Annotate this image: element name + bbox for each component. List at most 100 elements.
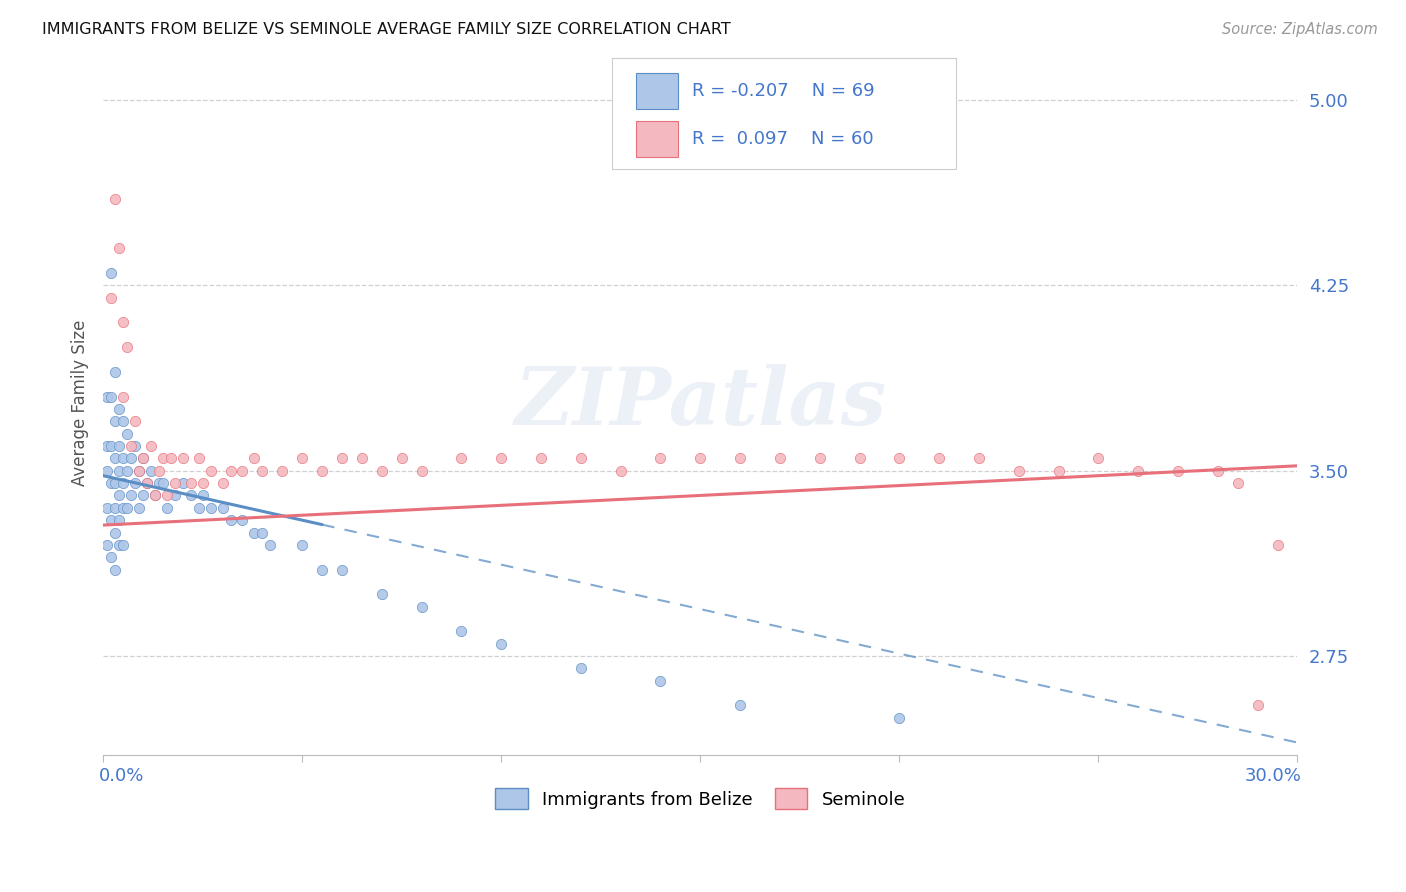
Point — [112, 451, 135, 466]
Text: ZIPatlas: ZIPatlas — [515, 364, 886, 442]
Point — [156, 488, 179, 502]
Point — [120, 439, 142, 453]
Point — [124, 414, 146, 428]
Point — [291, 538, 314, 552]
Point — [115, 464, 138, 478]
Point — [187, 500, 209, 515]
Point — [104, 414, 127, 428]
Point — [967, 451, 990, 466]
Point — [1128, 464, 1150, 478]
Point — [259, 538, 281, 552]
Point — [132, 488, 155, 502]
Point — [219, 513, 242, 527]
Point — [211, 500, 233, 515]
Point — [112, 390, 135, 404]
Point — [311, 563, 333, 577]
Point — [489, 451, 512, 466]
Point — [148, 476, 170, 491]
Point — [115, 426, 138, 441]
Point — [108, 538, 131, 552]
Point — [128, 464, 150, 478]
Point — [609, 464, 631, 478]
Point — [159, 451, 181, 466]
Point — [1246, 698, 1268, 713]
Point — [120, 488, 142, 502]
Legend: Immigrants from Belize, Seminole: Immigrants from Belize, Seminole — [488, 781, 912, 816]
Point — [650, 451, 672, 466]
Point — [371, 464, 394, 478]
Point — [112, 538, 135, 552]
Point — [112, 476, 135, 491]
Point — [100, 513, 122, 527]
Point — [200, 464, 222, 478]
Point — [104, 451, 127, 466]
Point — [1167, 464, 1189, 478]
Point — [848, 451, 870, 466]
Point — [132, 451, 155, 466]
Text: Source: ZipAtlas.com: Source: ZipAtlas.com — [1222, 22, 1378, 37]
Point — [124, 476, 146, 491]
Point — [104, 525, 127, 540]
Point — [211, 476, 233, 491]
Point — [1087, 451, 1109, 466]
Point — [104, 365, 127, 379]
Point — [291, 451, 314, 466]
Point — [104, 563, 127, 577]
Point — [252, 525, 274, 540]
Point — [152, 476, 174, 491]
Point — [180, 488, 202, 502]
Point — [187, 451, 209, 466]
Point — [100, 550, 122, 565]
Point — [252, 464, 274, 478]
Point — [650, 673, 672, 688]
Point — [311, 464, 333, 478]
Point — [243, 525, 266, 540]
Point — [143, 488, 166, 502]
Point — [769, 451, 792, 466]
Point — [163, 488, 186, 502]
Point — [128, 464, 150, 478]
Point — [115, 500, 138, 515]
Point — [100, 266, 122, 280]
Point — [489, 637, 512, 651]
Point — [889, 711, 911, 725]
Point — [156, 500, 179, 515]
Point — [135, 476, 157, 491]
Point — [411, 464, 433, 478]
Point — [120, 451, 142, 466]
Point — [115, 340, 138, 354]
Point — [100, 439, 122, 453]
Point — [108, 401, 131, 416]
Point — [689, 451, 711, 466]
Point — [271, 464, 294, 478]
Point — [104, 192, 127, 206]
Point — [411, 599, 433, 614]
Point — [1226, 476, 1249, 491]
Point — [530, 451, 553, 466]
Point — [108, 241, 131, 255]
Point — [100, 291, 122, 305]
Point — [96, 538, 118, 552]
Point — [371, 587, 394, 601]
Point — [330, 451, 353, 466]
Text: 0.0%: 0.0% — [100, 767, 145, 785]
Point — [172, 476, 194, 491]
Point — [243, 451, 266, 466]
Point — [219, 464, 242, 478]
Point — [191, 488, 214, 502]
Point — [569, 661, 592, 675]
Y-axis label: Average Family Size: Average Family Size — [72, 319, 89, 486]
Point — [231, 513, 253, 527]
Point — [350, 451, 373, 466]
Point — [889, 451, 911, 466]
Point — [152, 451, 174, 466]
Point — [128, 500, 150, 515]
Point — [148, 464, 170, 478]
Point — [108, 513, 131, 527]
Point — [728, 698, 751, 713]
Point — [450, 624, 472, 639]
Point — [172, 451, 194, 466]
Point — [391, 451, 413, 466]
Point — [808, 451, 831, 466]
Point — [135, 476, 157, 491]
